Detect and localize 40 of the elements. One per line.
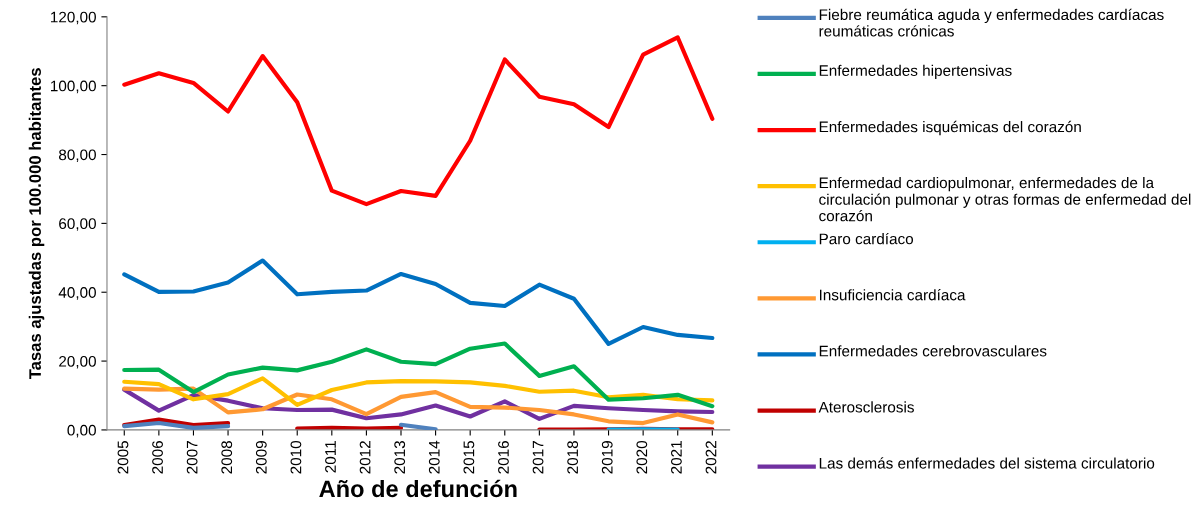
y-tick-label: 60,00 — [59, 218, 96, 231]
x-tick-label: 2015 — [463, 440, 475, 474]
x-tick-label: 2021 — [671, 441, 682, 474]
y-axis-title: Tasas ajustadas por 100.000 habitantes — [28, 68, 45, 380]
legend-label: Enfermedades isquémicas del corazón — [819, 120, 1081, 136]
x-tick-label: 2006 — [152, 441, 163, 474]
line-series — [122, 341, 715, 409]
x-tick-label: 2014 — [428, 440, 440, 474]
x-tick-label: 2005 — [117, 440, 129, 474]
x-tick-label: 2017 — [532, 441, 544, 474]
line-series — [122, 35, 715, 207]
x-tick-label: 2018 — [567, 441, 579, 474]
x-tick-label: 2019 — [601, 441, 613, 474]
y-tick-label: 120,00 — [51, 11, 96, 25]
y-tick-label: 100,00 — [51, 80, 96, 94]
x-tick-label: 2022 — [705, 441, 717, 474]
y-tick-label: 80,00 — [59, 149, 96, 163]
x-tick-label: 2012 — [359, 441, 371, 474]
y-tick-label: 0,00 — [67, 424, 96, 438]
line-series — [122, 258, 715, 346]
x-tick-label: 2009 — [255, 441, 267, 474]
legend-label: Enfermedades hipertensivas — [819, 64, 1012, 80]
y-tick-label: 20,00 — [59, 355, 96, 369]
x-tick-label: 2010 — [290, 440, 302, 474]
line-series — [122, 376, 715, 407]
x-tick-label: 2020 — [636, 440, 648, 474]
x-axis-title: Año de defunción — [319, 479, 517, 498]
legend-label: Enfermedad cardiopulmonar, enfermedades de la circulación pulmonar y otras formas de enfermedad del corazón — [819, 176, 1191, 222]
x-tick-label: 2008 — [221, 441, 233, 474]
legend-label: Paro cardíaco — [819, 232, 914, 245]
y-tick-label: 40,00 — [58, 287, 96, 300]
legend-label: Las demás enfermedades del sistema circulatorio — [819, 457, 1155, 469]
x-tick-label: 2007 — [186, 441, 198, 474]
legend-label: Fiebre reumática aguda y enfermedades cardíacas reumáticas crónicas — [819, 8, 1164, 37]
legend-label: Enfermedades cerebrovasculares — [819, 345, 1047, 357]
x-tick-label: 2011 — [325, 441, 336, 473]
x-tick-label: 2016 — [498, 441, 509, 474]
legend-label: Aterosclerosis — [818, 401, 914, 413]
legend-label: Insuficiencia cardíaca — [819, 288, 966, 301]
x-tick-label: 2013 — [394, 441, 406, 474]
